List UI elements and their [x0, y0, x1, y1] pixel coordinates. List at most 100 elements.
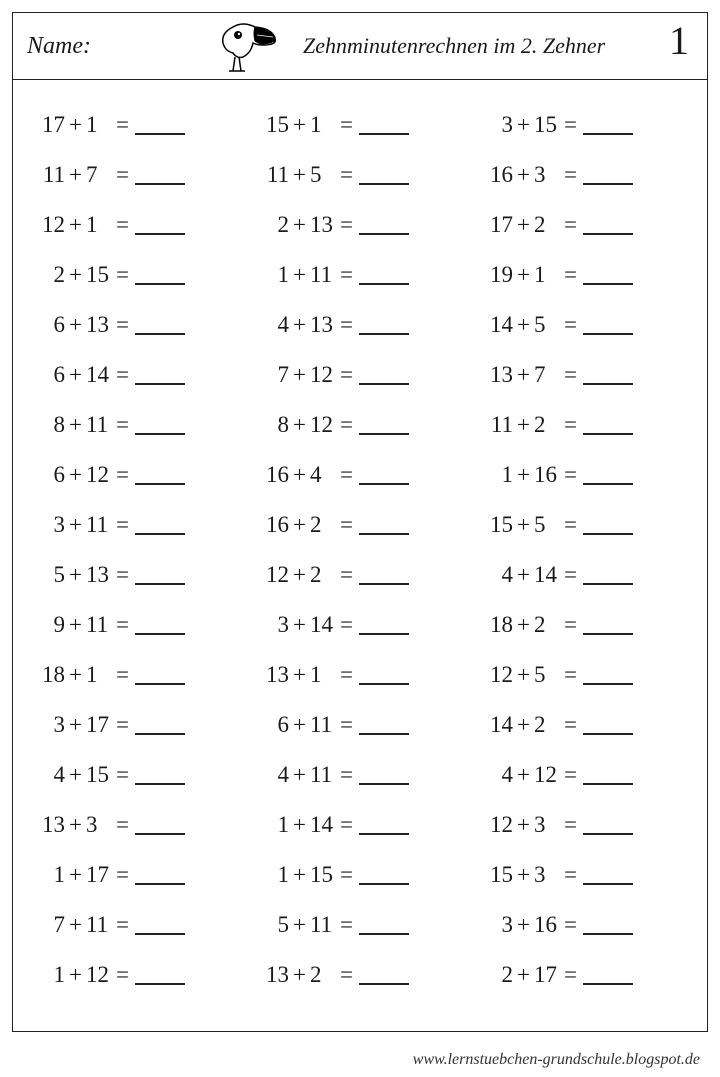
operator: +	[289, 412, 310, 438]
answer-blank[interactable]	[135, 115, 185, 135]
operand-a: 1	[259, 262, 289, 288]
answer-blank[interactable]	[135, 765, 185, 785]
equals-sign: =	[564, 562, 579, 588]
answer-blank[interactable]	[135, 565, 185, 585]
answer-blank[interactable]	[135, 865, 185, 885]
operand-b: 2	[310, 962, 340, 988]
operator: +	[65, 112, 86, 138]
answer-blank[interactable]	[135, 815, 185, 835]
answer-blank[interactable]	[583, 365, 633, 385]
answer-blank[interactable]	[359, 465, 409, 485]
math-problem: 8+11=	[35, 400, 251, 450]
answer-blank[interactable]	[135, 515, 185, 535]
answer-blank[interactable]	[359, 915, 409, 935]
answer-blank[interactable]	[583, 715, 633, 735]
answer-blank[interactable]	[359, 765, 409, 785]
answer-blank[interactable]	[359, 515, 409, 535]
equals-sign: =	[340, 312, 355, 338]
answer-blank[interactable]	[583, 865, 633, 885]
answer-blank[interactable]	[583, 165, 633, 185]
answer-blank[interactable]	[135, 915, 185, 935]
operand-b: 7	[534, 362, 564, 388]
operator: +	[513, 712, 534, 738]
operand-b: 2	[310, 562, 340, 588]
answer-blank[interactable]	[359, 165, 409, 185]
answer-blank[interactable]	[135, 465, 185, 485]
answer-blank[interactable]	[583, 315, 633, 335]
answer-blank[interactable]	[583, 915, 633, 935]
equals-sign: =	[564, 362, 579, 388]
answer-blank[interactable]	[135, 715, 185, 735]
operand-b: 15	[86, 262, 116, 288]
answer-blank[interactable]	[135, 165, 185, 185]
operator: +	[513, 662, 534, 688]
answer-blank[interactable]	[583, 465, 633, 485]
operand-a: 9	[35, 612, 65, 638]
answer-blank[interactable]	[359, 265, 409, 285]
operand-b: 12	[534, 762, 564, 788]
answer-blank[interactable]	[359, 215, 409, 235]
operand-a: 12	[483, 812, 513, 838]
math-problem: 16+2=	[259, 500, 475, 550]
math-problem: 12+1=	[35, 200, 251, 250]
answer-blank[interactable]	[135, 615, 185, 635]
answer-blank[interactable]	[583, 215, 633, 235]
math-problem: 2+13=	[259, 200, 475, 250]
answer-blank[interactable]	[135, 965, 185, 985]
operator: +	[513, 862, 534, 888]
answer-blank[interactable]	[583, 265, 633, 285]
operator: +	[513, 612, 534, 638]
answer-blank[interactable]	[359, 815, 409, 835]
answer-blank[interactable]	[359, 115, 409, 135]
worksheet-title: Zehnminutenrechnen im 2. Zehner	[303, 33, 605, 59]
answer-blank[interactable]	[359, 615, 409, 635]
answer-blank[interactable]	[583, 515, 633, 535]
answer-blank[interactable]	[583, 565, 633, 585]
operand-a: 8	[259, 412, 289, 438]
math-problem: 3+15=	[483, 100, 699, 150]
answer-blank[interactable]	[135, 215, 185, 235]
operand-b: 11	[86, 612, 116, 638]
footer-url: www.lernstuebchen-grundschule.blogspot.d…	[413, 1051, 700, 1069]
operand-a: 11	[259, 162, 289, 188]
answer-blank[interactable]	[359, 365, 409, 385]
answer-blank[interactable]	[583, 965, 633, 985]
operator: +	[65, 212, 86, 238]
math-problem: 3+14=	[259, 600, 475, 650]
answer-blank[interactable]	[583, 665, 633, 685]
answer-blank[interactable]	[359, 665, 409, 685]
answer-blank[interactable]	[583, 615, 633, 635]
operand-a: 12	[35, 212, 65, 238]
operator: +	[65, 262, 86, 288]
answer-blank[interactable]	[359, 565, 409, 585]
answer-blank[interactable]	[359, 715, 409, 735]
equals-sign: =	[116, 112, 131, 138]
answer-blank[interactable]	[359, 865, 409, 885]
answer-blank[interactable]	[359, 965, 409, 985]
operand-a: 6	[35, 362, 65, 388]
answer-blank[interactable]	[135, 415, 185, 435]
math-problem: 4+12=	[483, 750, 699, 800]
math-problem: 6+12=	[35, 450, 251, 500]
answer-blank[interactable]	[135, 665, 185, 685]
operand-b: 2	[534, 612, 564, 638]
answer-blank[interactable]	[359, 315, 409, 335]
math-problem: 7+12=	[259, 350, 475, 400]
answer-blank[interactable]	[583, 765, 633, 785]
operand-b: 4	[310, 462, 340, 488]
answer-blank[interactable]	[135, 315, 185, 335]
answer-blank[interactable]	[135, 265, 185, 285]
operand-a: 14	[483, 312, 513, 338]
operand-a: 1	[259, 862, 289, 888]
math-problem: 16+4=	[259, 450, 475, 500]
answer-blank[interactable]	[583, 415, 633, 435]
answer-blank[interactable]	[359, 415, 409, 435]
answer-blank[interactable]	[583, 815, 633, 835]
operand-b: 7	[86, 162, 116, 188]
operand-a: 18	[35, 662, 65, 688]
operator: +	[289, 862, 310, 888]
answer-blank[interactable]	[135, 365, 185, 385]
answer-blank[interactable]	[583, 115, 633, 135]
math-problem: 14+2=	[483, 700, 699, 750]
operand-b: 16	[534, 912, 564, 938]
